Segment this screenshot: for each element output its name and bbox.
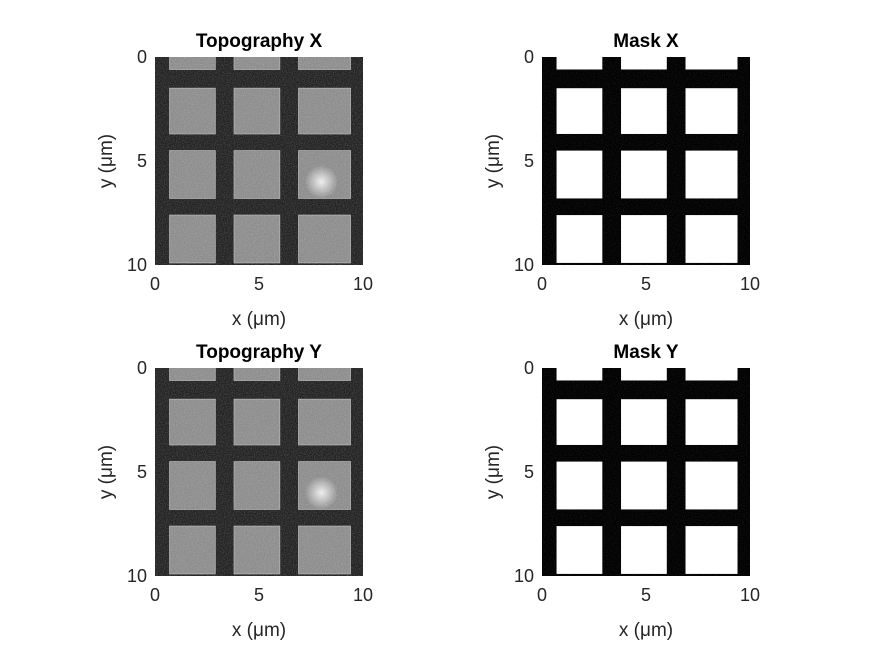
topography-y-image — [155, 368, 363, 576]
x-tick-label: 5 — [254, 274, 264, 294]
mask-x-image — [542, 57, 750, 265]
panel-title: Mask Y — [613, 342, 678, 363]
y-tick-label: 10 — [127, 566, 147, 586]
y-tick-label: 5 — [137, 462, 147, 482]
x-tick-label: 10 — [353, 585, 373, 605]
x-tick-label: 5 — [641, 274, 651, 294]
x-tick-label: 0 — [150, 585, 160, 605]
topography-x-image — [155, 57, 363, 265]
y-tick-label: 5 — [524, 462, 534, 482]
x-tick-label: 0 — [150, 274, 160, 294]
y-tick-label: 10 — [514, 255, 534, 275]
x-axis-label: x (μm) — [232, 620, 286, 641]
y-tick-label: 0 — [524, 358, 534, 378]
panel-title: Topography Y — [196, 342, 322, 363]
y-tick-label: 0 — [524, 47, 534, 67]
image-grain — [155, 368, 363, 576]
image-content — [542, 57, 750, 265]
x-tick-label: 10 — [740, 274, 760, 294]
y-tick-label: 10 — [514, 566, 534, 586]
y-tick-label: 5 — [524, 151, 534, 171]
x-tick-label: 0 — [537, 585, 547, 605]
x-axis-label: x (μm) — [619, 620, 673, 641]
panel-title: Mask X — [613, 31, 679, 52]
mask-y-image — [542, 368, 750, 576]
bright-spot — [304, 476, 339, 510]
image-grain — [155, 57, 363, 265]
x-tick-label: 5 — [641, 585, 651, 605]
y-tick-label: 0 — [137, 47, 147, 67]
y-axis-label: y (μm) — [483, 445, 504, 499]
image-content — [155, 57, 363, 265]
image-content — [542, 368, 750, 576]
bright-spot — [304, 165, 339, 199]
mask-noise — [542, 368, 750, 576]
x-axis-label: x (μm) — [232, 309, 286, 330]
x-axis-label: x (μm) — [619, 309, 673, 330]
x-tick-label: 0 — [537, 274, 547, 294]
y-tick-label: 10 — [127, 255, 147, 275]
y-axis-label: y (μm) — [96, 445, 117, 499]
x-tick-label: 5 — [254, 585, 264, 605]
y-tick-label: 0 — [137, 358, 147, 378]
panel-title: Topography X — [196, 31, 323, 52]
y-tick-label: 5 — [137, 151, 147, 171]
image-content — [155, 368, 363, 576]
x-tick-label: 10 — [353, 274, 373, 294]
x-tick-label: 10 — [740, 585, 760, 605]
y-axis-label: y (μm) — [483, 134, 504, 188]
y-axis-label: y (μm) — [96, 134, 117, 188]
mask-noise — [542, 57, 750, 265]
